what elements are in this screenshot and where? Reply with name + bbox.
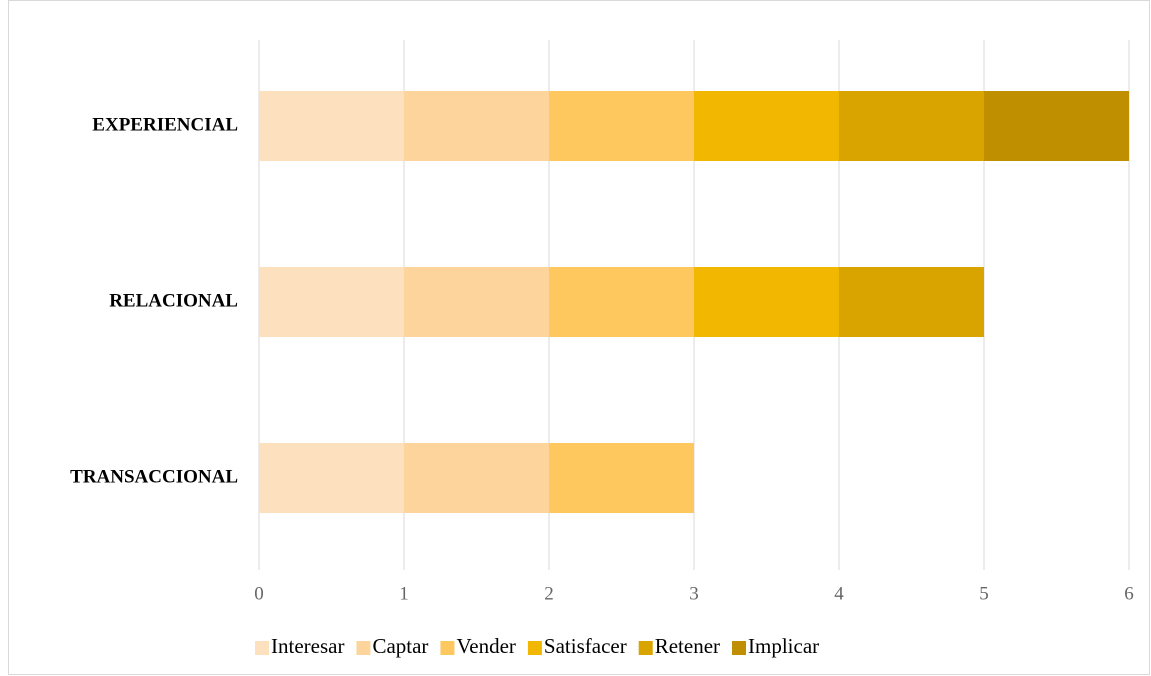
legend-swatch: [527, 641, 542, 655]
bar-segment: [839, 91, 984, 161]
bar-segment: [839, 267, 984, 337]
bar-segment: [694, 267, 839, 337]
legend-swatch: [638, 641, 653, 655]
bar-segment: [404, 267, 549, 337]
bar-segment: [259, 91, 404, 161]
legend-label: Retener: [655, 634, 720, 658]
legend-swatch: [440, 641, 455, 655]
y-tick-label: EXPERIENCIAL: [92, 114, 238, 135]
bar-segment: [259, 267, 404, 337]
legend-label: Vender: [456, 634, 515, 658]
bar-segment: [549, 91, 694, 161]
bar-segment: [549, 443, 694, 513]
legend-swatch: [255, 641, 269, 655]
bar-segment: [259, 443, 404, 513]
legend-label: Interesar: [271, 634, 344, 658]
bar-segment: [694, 91, 839, 161]
x-tick-label: 2: [544, 583, 554, 604]
x-tick-label: 6: [1124, 583, 1134, 604]
legend-swatch: [356, 641, 371, 655]
legend-swatch: [732, 641, 747, 655]
x-tick-label: 0: [254, 583, 264, 604]
x-tick-label: 1: [399, 583, 409, 604]
bar-segment: [984, 91, 1129, 161]
legend-label: Captar: [372, 634, 428, 658]
legend-label: Satisfacer: [544, 634, 627, 658]
x-tick-label: 3: [689, 583, 699, 604]
x-tick-label: 5: [979, 583, 989, 604]
legend-label: Implicar: [748, 634, 819, 658]
bar-segment: [404, 443, 549, 513]
x-tick-label: 4: [834, 583, 844, 604]
bar-segment: [404, 91, 549, 161]
y-tick-label: RELACIONAL: [109, 290, 238, 311]
bar-segment: [549, 267, 694, 337]
y-tick-label: TRANSACCIONAL: [70, 466, 238, 487]
